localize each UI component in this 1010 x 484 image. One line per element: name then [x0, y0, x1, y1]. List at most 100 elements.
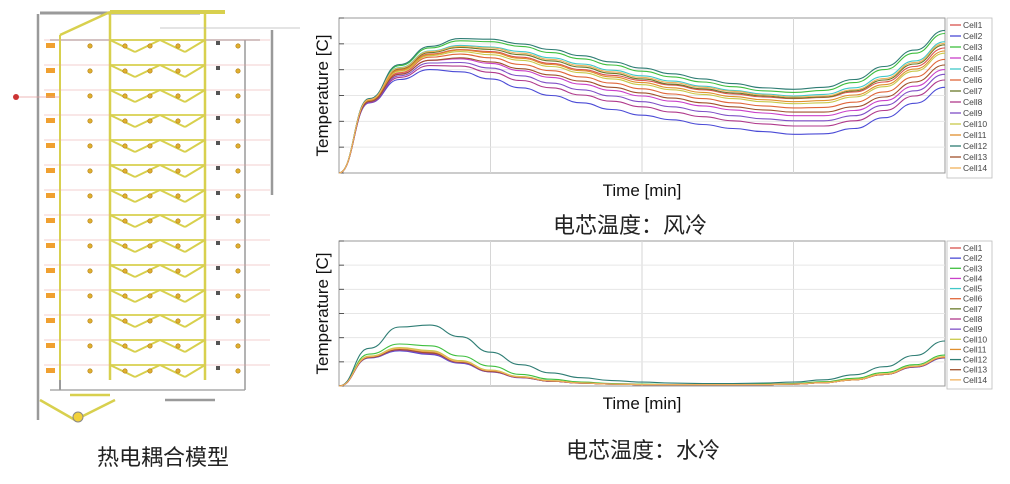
cell-node [87, 268, 93, 274]
cell-node [147, 368, 153, 374]
cell-block [46, 93, 55, 98]
cell-node [175, 168, 181, 174]
cell-block [46, 268, 55, 273]
cell-node [235, 68, 241, 74]
series-line-cell12 [338, 29, 946, 174]
cell-node [147, 218, 153, 224]
legend-entry: Cell3 [963, 42, 983, 52]
cell-node [175, 268, 181, 274]
cell-terminal [216, 141, 220, 145]
cell-link [184, 189, 206, 203]
cell-node [175, 118, 181, 124]
cell-block [46, 193, 55, 198]
cell-node [87, 68, 93, 74]
cell-node [235, 193, 241, 199]
cell-node [235, 343, 241, 349]
legend-entry: Cell2 [963, 31, 983, 41]
cell-block [46, 293, 55, 298]
cell-node [235, 368, 241, 374]
cell-link [184, 39, 206, 53]
cell-link [184, 214, 206, 228]
cell-node [122, 243, 128, 249]
legend-entry: Cell1 [963, 243, 983, 253]
cell-terminal [216, 66, 220, 70]
cell-node [87, 168, 93, 174]
x-axis-label: Time [min] [603, 181, 682, 200]
cell-block [46, 143, 55, 148]
cell-block [46, 218, 55, 223]
series-line-cell14 [338, 347, 946, 387]
cell-terminal [216, 291, 220, 295]
cell-link [184, 114, 206, 128]
busbar [59, 10, 111, 37]
legend-entry: Cell6 [963, 75, 983, 85]
cell-node [175, 43, 181, 49]
cell-node [122, 118, 128, 124]
model-caption: 热电耦合模型 [97, 446, 230, 471]
cell-link [184, 289, 206, 303]
air-cooling-caption: 电芯温度：风冷 [553, 214, 708, 239]
cell-link [184, 314, 206, 328]
cell-node [147, 343, 153, 349]
cell-node [235, 143, 241, 149]
x-axis-label: Time [min] [603, 394, 682, 413]
legend-entry: Cell2 [963, 253, 983, 263]
cell-link [159, 214, 186, 228]
cell-terminal [216, 91, 220, 95]
legend-entry: Cell9 [963, 108, 983, 118]
cell-node [122, 93, 128, 99]
legend-entry: Cell8 [963, 314, 983, 324]
legend-entry: Cell8 [963, 97, 983, 107]
water-cooling-chart: Temperature [C] Time [min] Cell1Cell2Cell3… [313, 240, 993, 413]
series-line-cell6 [338, 53, 946, 174]
cell-node [235, 43, 241, 49]
cell-node [87, 343, 93, 349]
legend-entry: Cell1 [963, 20, 983, 30]
legend-entry: Cell3 [963, 263, 983, 273]
cell-node [147, 43, 153, 49]
cell-node [122, 68, 128, 74]
cell-link [159, 314, 186, 328]
cell-node [175, 68, 181, 74]
air-cooling-chart: Temperature [C] Time [min] Cell1Cell2Cell3… [313, 17, 993, 200]
cell-link [159, 39, 186, 53]
water-cooling-caption: 电芯温度：水冷 [566, 439, 721, 464]
series-line-cell5 [338, 41, 946, 174]
cell-node [122, 143, 128, 149]
coupled-model-schematic [13, 10, 300, 423]
cell-terminal [216, 241, 220, 245]
series-line-cell8 [338, 65, 946, 174]
cell-node [147, 118, 153, 124]
series-line-cell2 [338, 69, 946, 174]
cell-node [175, 93, 181, 99]
cell-node [235, 243, 241, 249]
cell-node [122, 368, 128, 374]
cell-node [235, 93, 241, 99]
cell-link [159, 64, 186, 78]
cell-node [235, 168, 241, 174]
cell-node [147, 243, 153, 249]
cell-node [147, 68, 153, 74]
cell-terminal [216, 216, 220, 220]
cell-terminal [216, 191, 220, 195]
legend-entry: Cell12 [963, 355, 987, 365]
cell-node [175, 368, 181, 374]
cell-link [159, 189, 186, 203]
cell-link [184, 264, 206, 278]
cell-node [122, 343, 128, 349]
cell-node [87, 293, 93, 299]
cell-node [87, 218, 93, 224]
cell-node [87, 118, 93, 124]
cell-link [159, 339, 186, 353]
series-line-cell7 [338, 44, 946, 174]
cell-node [235, 268, 241, 274]
legend-entry: Cell10 [963, 119, 987, 129]
legend-entry: Cell14 [963, 163, 987, 173]
cell-node [87, 193, 93, 199]
cell-terminal [216, 41, 220, 45]
cell-node [235, 293, 241, 299]
cell-node [122, 293, 128, 299]
cell-block [46, 43, 55, 48]
cell-link [159, 164, 186, 178]
legend-box [946, 17, 993, 179]
